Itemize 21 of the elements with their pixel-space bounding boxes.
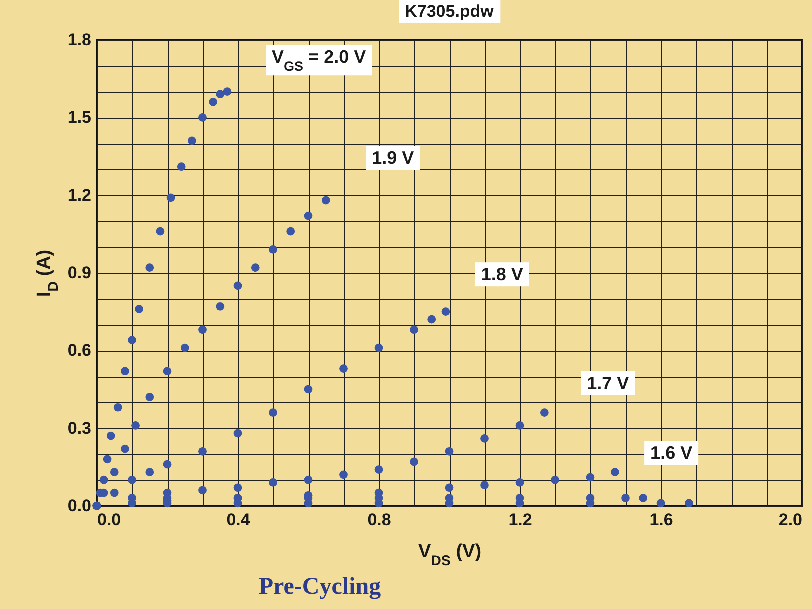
x-tick-label: 1.6 (650, 510, 674, 530)
annotation: V$_{GS}$ = 2.0 V (272, 47, 366, 74)
annotation: 1.8 V (481, 264, 524, 285)
y-tick-label: 0.0 (68, 496, 92, 516)
y-tick-label: 1.5 (68, 108, 92, 128)
y-tick-label: 1.2 (68, 186, 92, 205)
annotation: 1.7 V (587, 373, 630, 394)
x-tick-label: 2.0 (778, 510, 802, 530)
x-tick-label: 0.8 (368, 510, 392, 530)
x-tick-label: 0.4 (226, 510, 251, 530)
x-axis-title: V$_{DS}$ (V) (418, 542, 482, 570)
y-tick-label: 1.8 (68, 30, 92, 50)
x-tick-label: 0.0 (98, 510, 122, 530)
y-tick-label: 0.3 (68, 418, 92, 438)
x-tick-label: 1.2 (508, 510, 532, 530)
annotation: 1.6 V (650, 443, 693, 464)
y-tick-label: 0.9 (68, 264, 92, 282)
y-tick-label: 0.6 (68, 341, 92, 360)
chart-title: K7305.pdw (405, 2, 495, 21)
annotation: 1.9 V (372, 148, 414, 168)
text: Pre-Cycling (258, 574, 382, 601)
